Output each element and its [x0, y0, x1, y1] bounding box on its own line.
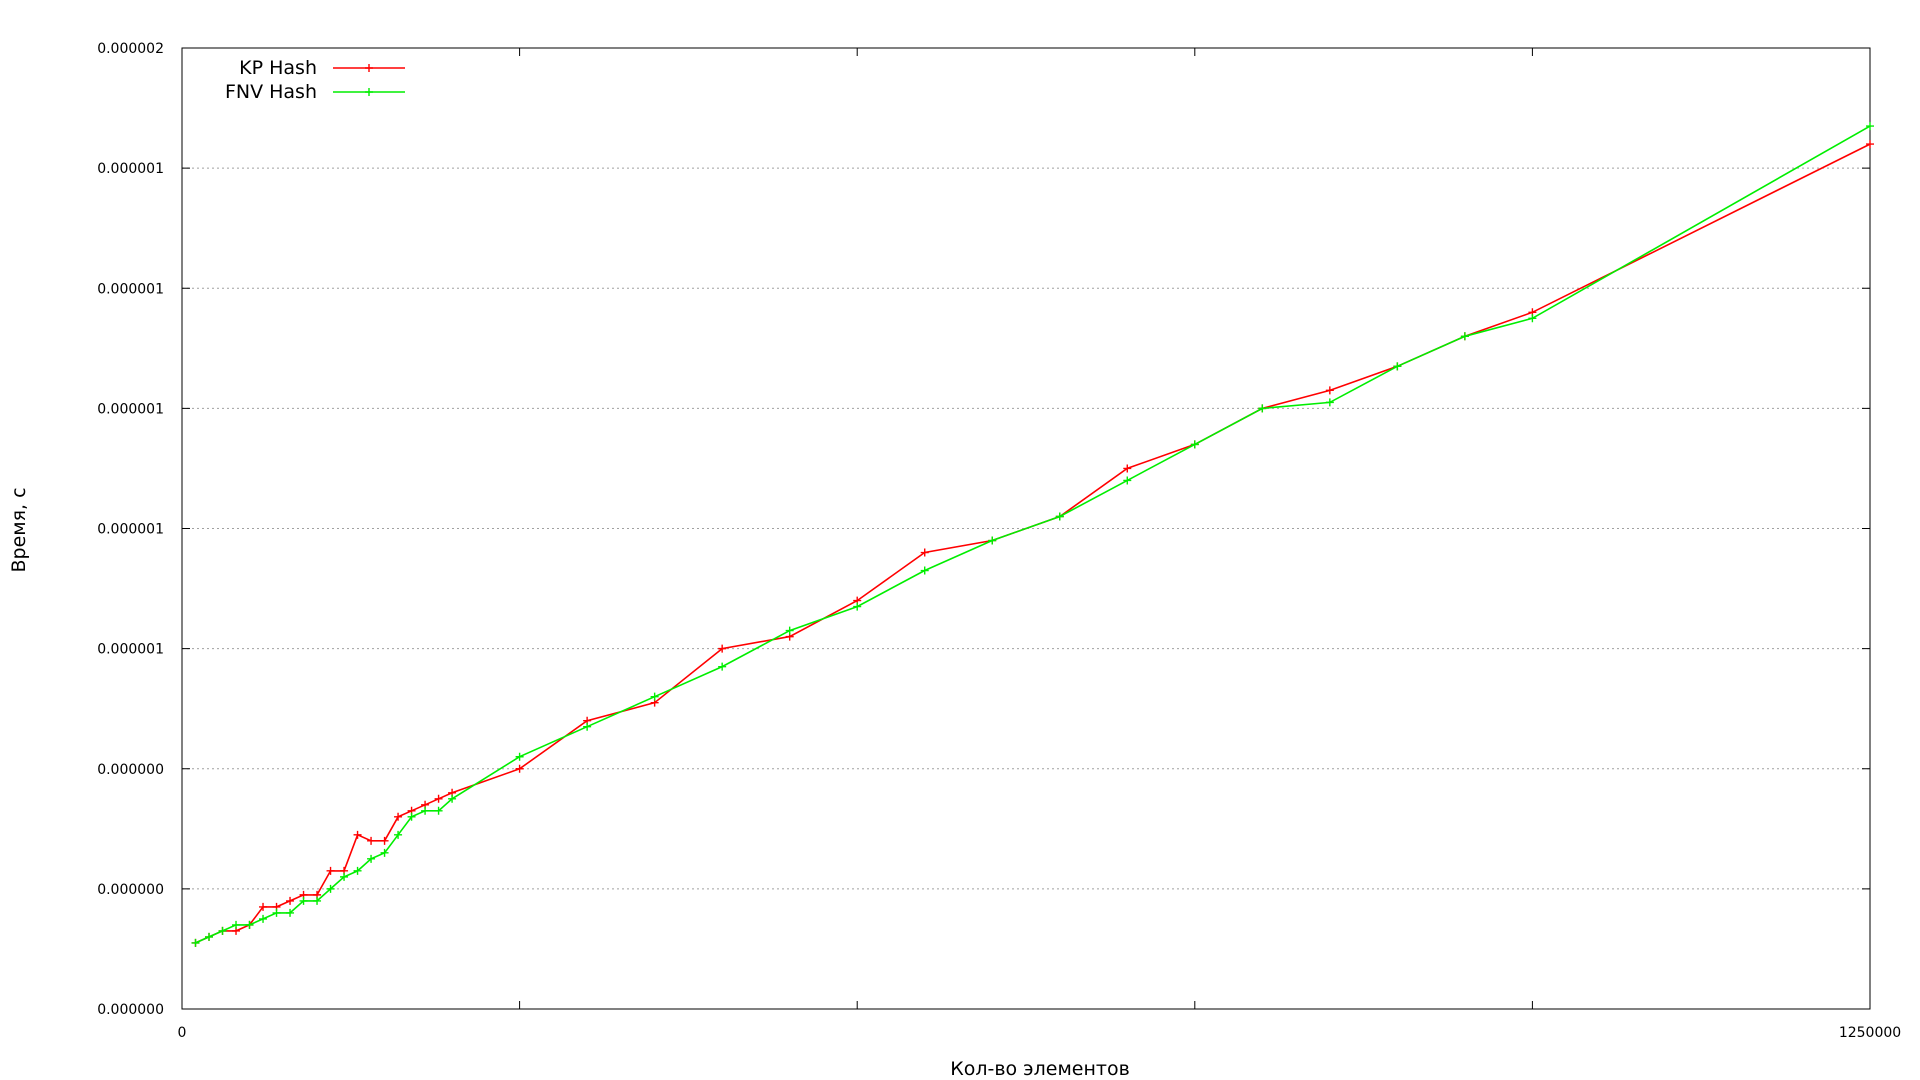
data-point: [259, 914, 268, 923]
legend-marker: [365, 64, 373, 72]
data-point: [205, 932, 214, 941]
data-point: [1258, 404, 1267, 413]
data-point: [259, 902, 268, 911]
legend-label: FNV Hash: [225, 81, 317, 103]
data-point: [394, 830, 403, 839]
data-point: [650, 692, 659, 701]
y-tick-label: 0.000001: [97, 642, 164, 658]
data-point: [421, 806, 430, 815]
data-point: [272, 908, 281, 917]
y-tick-label: 0.000001: [97, 281, 164, 297]
data-point: [326, 884, 335, 893]
data-point: [1123, 464, 1132, 473]
data-point: [718, 662, 727, 671]
data-point: [1393, 362, 1402, 371]
tick-layer: 0.000000 0.000000 0.000000 0.000001 0.000001…: [97, 41, 1901, 1041]
data-point: [853, 602, 862, 611]
data-point: [380, 836, 389, 845]
data-point: [326, 866, 335, 875]
series-1: [191, 122, 1874, 947]
data-point: [232, 920, 241, 929]
y-tick-label: 0.000000: [97, 1002, 164, 1018]
y-tick-label: 0.000001: [97, 522, 164, 538]
data-point: [1528, 314, 1537, 323]
data-point: [367, 836, 376, 845]
data-point: [367, 854, 376, 863]
series-layer: [191, 122, 1874, 947]
x-axis-label: Кол-во элементов: [950, 1058, 1130, 1080]
data-point: [785, 626, 794, 635]
data-point: [299, 896, 308, 905]
data-point: [245, 920, 254, 929]
data-point: [1460, 332, 1469, 341]
data-point: [191, 938, 200, 947]
data-point: [353, 830, 362, 839]
data-point: [1190, 440, 1199, 449]
data-point: [1325, 398, 1334, 407]
data-point: [286, 908, 295, 917]
data-point: [920, 548, 929, 557]
legend-marker: [365, 88, 373, 96]
y-tick-label: 0.000001: [97, 161, 164, 177]
data-point: [583, 722, 592, 731]
data-point: [920, 566, 929, 575]
series-line: [195, 125, 1871, 944]
data-point: [313, 896, 322, 905]
data-point: [448, 794, 457, 803]
data-point: [353, 866, 362, 875]
data-point: [407, 812, 416, 821]
series-line: [195, 143, 1871, 944]
data-point: [718, 644, 727, 653]
data-point: [988, 536, 997, 545]
data-point: [515, 764, 524, 773]
series-0: [191, 140, 1874, 947]
y-grid-layer: [182, 167, 1870, 890]
data-point: [1866, 140, 1874, 149]
data-point: [394, 812, 403, 821]
legend-label: KP Hash: [239, 57, 317, 79]
data-point: [1866, 122, 1874, 131]
x-tick-label: 0: [178, 1025, 187, 1041]
data-point: [380, 848, 389, 857]
x-tick-label: 1250000: [1839, 1025, 1901, 1041]
data-point: [1055, 512, 1064, 521]
data-point: [1123, 476, 1132, 485]
y-tick-label: 0.000002: [97, 41, 164, 57]
data-point: [340, 872, 349, 881]
data-point: [1325, 386, 1334, 395]
data-point: [515, 752, 524, 761]
data-point: [434, 806, 443, 815]
data-point: [286, 896, 295, 905]
y-tick-label: 0.000001: [97, 401, 164, 417]
y-tick-label: 0.000000: [97, 762, 164, 778]
data-point: [218, 926, 227, 935]
data-point: [434, 794, 443, 803]
legend-entry: FNV Hash: [225, 81, 405, 103]
legend-entry: KP Hash: [239, 57, 405, 79]
y-axis-label: Время, с: [8, 487, 30, 572]
y-tick-label: 0.000000: [97, 882, 164, 898]
